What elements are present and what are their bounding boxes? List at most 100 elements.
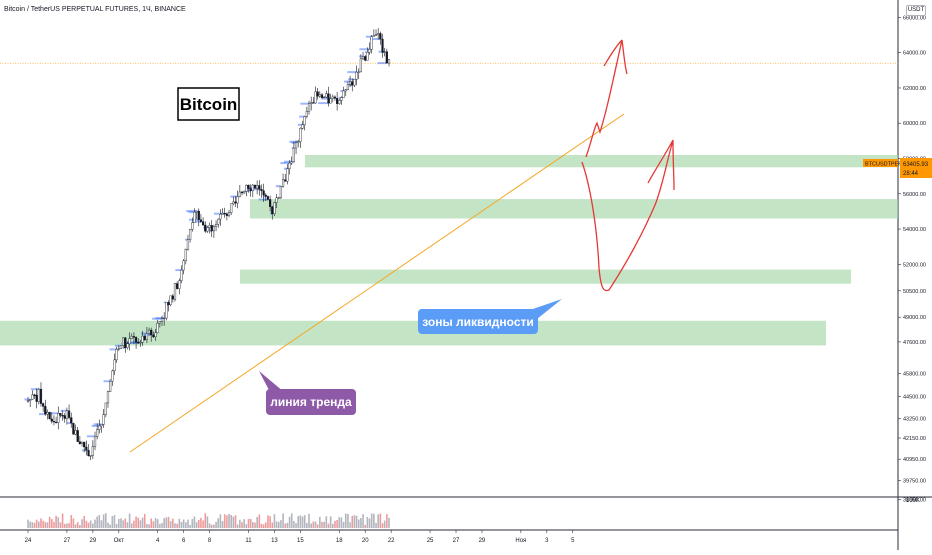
volume-bar xyxy=(275,521,278,528)
volume-bar xyxy=(254,522,256,528)
volume-bar xyxy=(379,513,382,528)
volume-bar xyxy=(226,515,228,528)
time-tick-label: 4 xyxy=(156,538,160,544)
volume-bar xyxy=(280,520,282,528)
volume-profile-bar xyxy=(39,413,46,416)
volume-bar xyxy=(323,521,325,528)
volume-bar xyxy=(174,523,176,528)
volume-bar xyxy=(35,519,38,528)
candle-body xyxy=(134,337,138,343)
candle-body xyxy=(230,203,233,213)
volume-profile-bar xyxy=(377,62,387,65)
volume-profile-bar xyxy=(86,435,96,438)
volume-bar xyxy=(293,520,295,528)
trend-line-callout[interactable]: линия тренда xyxy=(259,371,356,415)
volume-bar xyxy=(143,513,146,528)
volume-bar xyxy=(336,519,338,528)
volume-bar xyxy=(150,518,153,528)
trend-callout-pointer xyxy=(259,371,284,392)
time-tick-label: Окт xyxy=(114,538,124,544)
liquidity-zones-callout[interactable]: зоны ликвидности xyxy=(418,299,562,334)
volume-bar xyxy=(245,524,248,528)
volume-bar xyxy=(297,516,300,528)
volume-bar xyxy=(29,521,31,528)
volume-bar xyxy=(87,522,90,528)
volume-bar xyxy=(247,518,250,528)
volume-bar xyxy=(156,519,159,528)
candle-body xyxy=(119,345,123,349)
candle-body xyxy=(292,147,295,162)
volume-profile-bar xyxy=(365,35,372,38)
candle-body xyxy=(83,441,86,448)
candle-body xyxy=(169,295,172,305)
candle-body xyxy=(234,201,237,204)
volume-bar xyxy=(284,523,287,528)
candle-body xyxy=(232,201,235,204)
volume-bar xyxy=(133,520,135,528)
volume-bar xyxy=(243,519,245,528)
currency-badge[interactable]: USDT xyxy=(906,5,926,16)
volume-bar xyxy=(135,516,137,528)
candle-body xyxy=(93,436,97,447)
candle-body xyxy=(219,213,222,220)
candle-body xyxy=(50,418,53,422)
ticker-tag-text: BTCUSDTPERP xyxy=(865,162,906,168)
volume-profile-bar xyxy=(300,102,310,105)
volume-profile-bar xyxy=(30,388,39,391)
bitcoin-label[interactable]: Bitcoin xyxy=(177,87,240,121)
time-tick-label: 29 xyxy=(479,538,486,544)
candle-body xyxy=(310,102,313,104)
volume-bar xyxy=(89,520,92,528)
volume-bar xyxy=(208,523,211,528)
volume-bar xyxy=(128,513,131,528)
volume-bar xyxy=(325,516,328,528)
trend-line xyxy=(129,113,625,453)
candle-body xyxy=(59,413,62,416)
price-tick-label: 60000.00 xyxy=(903,121,926,127)
volume-profile-bar xyxy=(49,412,59,415)
candle-body xyxy=(379,33,382,40)
time-tick-label: 27 xyxy=(453,538,460,544)
volume-bar xyxy=(76,522,79,528)
volume-bar xyxy=(79,524,81,528)
candle-body xyxy=(139,341,142,344)
candle-body xyxy=(48,412,51,420)
volume-profile-bar xyxy=(297,123,303,126)
candle-body xyxy=(273,202,276,215)
volume-bar xyxy=(187,519,189,528)
symbol-title: Bitcoin / TetherUS PERPETUAL FUTURES, 1Ч… xyxy=(4,6,186,13)
candle-body xyxy=(359,58,362,73)
candle-body xyxy=(344,89,347,92)
candle-body xyxy=(158,321,161,324)
candle-body xyxy=(184,249,187,262)
candle-body xyxy=(297,141,300,144)
volume-bar xyxy=(388,517,390,528)
candle-body xyxy=(331,96,334,99)
trend-line-layer xyxy=(129,113,625,453)
candle-body xyxy=(195,210,198,213)
volume-bar xyxy=(38,521,40,528)
volume-profile-bar xyxy=(193,220,201,223)
volume-bar xyxy=(310,523,312,528)
price-tick-label: 49000.00 xyxy=(903,315,926,321)
volume-bar xyxy=(338,517,341,528)
candle-body xyxy=(89,455,92,457)
candle-body xyxy=(247,184,250,189)
projection-arrows xyxy=(581,39,675,292)
candle-body xyxy=(163,317,166,320)
candle-body xyxy=(271,206,274,215)
volume-profile-bar xyxy=(123,346,126,349)
volume-bar xyxy=(120,518,122,528)
price-tick-label: 42150.00 xyxy=(903,436,926,442)
volume-bar xyxy=(217,518,220,528)
volume-bar xyxy=(308,513,310,528)
volume-bar xyxy=(260,523,263,528)
candle-body xyxy=(312,102,315,104)
candle-body xyxy=(126,343,129,348)
volume-bar xyxy=(234,515,237,528)
volume-bar xyxy=(264,522,267,528)
time-tick-label: 20 xyxy=(362,538,369,544)
candle-body xyxy=(37,388,40,402)
candle-body xyxy=(182,260,185,271)
